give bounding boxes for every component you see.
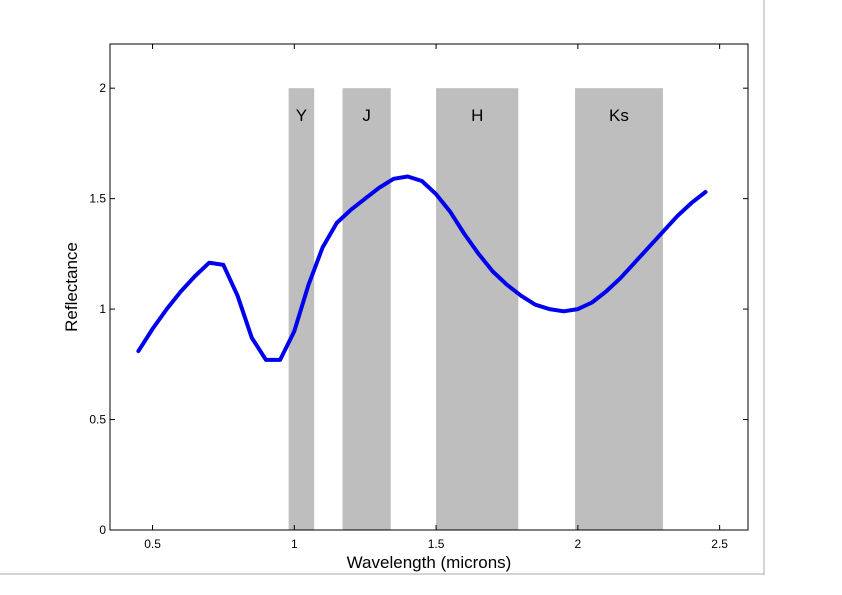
y-tick-label: 0: [99, 523, 106, 537]
band-label-j: J: [362, 106, 371, 125]
axes-layer: 0.5 1 1.5 2 2.5 0 0.5 1 1.5 2: [89, 43, 749, 551]
band-h: [436, 88, 519, 530]
band-j: [342, 88, 391, 530]
x-tick-label: 2: [575, 537, 582, 551]
x-tick-label: 1: [291, 537, 298, 551]
x-tick-label: 0.5: [144, 537, 161, 551]
y-tick-label: 0.5: [89, 413, 106, 427]
bands-layer: Y J H Ks: [288, 88, 663, 530]
x-axis-title: Wavelength (microns): [347, 553, 512, 572]
y-tick-label: 1.5: [89, 192, 106, 206]
series-layer: [136, 174, 708, 362]
series-line-0: [136, 174, 708, 362]
plot-frame: [109, 43, 749, 531]
band-label-ks: Ks: [609, 106, 629, 125]
band-label-h: H: [471, 106, 483, 125]
y-tick-label: 1: [99, 302, 106, 316]
y-axis-title: Reflectance: [62, 242, 81, 332]
y-tick-label: 2: [99, 81, 106, 95]
x-tick-label: 1.5: [428, 537, 445, 551]
band-label-y: Y: [296, 106, 307, 125]
band-ks: [575, 88, 663, 530]
x-tick-label: 2.5: [711, 537, 728, 551]
labels-layer: Wavelength (microns) Reflectance: [62, 242, 511, 572]
